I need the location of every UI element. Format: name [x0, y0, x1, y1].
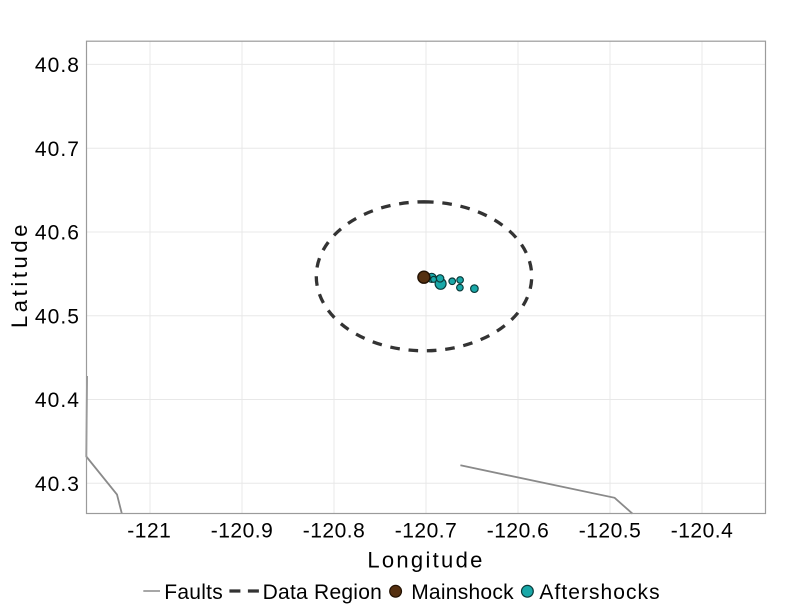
svg-text:Faults: Faults	[164, 581, 223, 604]
svg-text:-120.5: -120.5	[579, 519, 642, 542]
svg-text:40.5: 40.5	[35, 305, 80, 328]
svg-text:Latitude: Latitude	[7, 221, 32, 328]
svg-text:40.7: 40.7	[35, 138, 80, 161]
svg-text:40.6: 40.6	[35, 222, 80, 245]
svg-text:40.4: 40.4	[35, 389, 80, 412]
svg-text:Mainshock: Mainshock	[411, 581, 514, 604]
svg-text:-120.7: -120.7	[395, 519, 458, 542]
svg-text:Aftershocks: Aftershocks	[539, 581, 660, 604]
svg-text:-120.9: -120.9	[211, 519, 274, 542]
svg-text:40.8: 40.8	[35, 54, 80, 77]
svg-text:-120.4: -120.4	[671, 519, 734, 542]
svg-text:40.3: 40.3	[35, 473, 80, 496]
svg-text:-120.6: -120.6	[487, 519, 550, 542]
svg-text:-120.8: -120.8	[303, 519, 366, 542]
svg-text:Longitude: Longitude	[367, 548, 484, 573]
svg-text:-121: -121	[127, 519, 171, 542]
svg-text:Data Region: Data Region	[263, 581, 383, 604]
